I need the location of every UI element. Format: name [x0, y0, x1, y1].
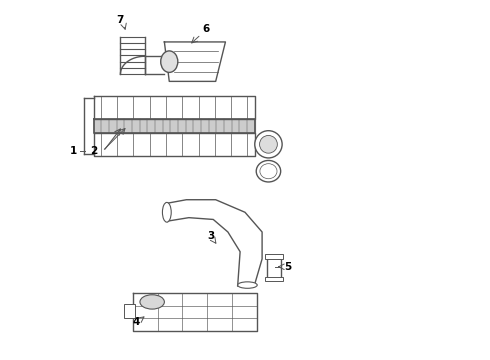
Text: 3: 3: [207, 231, 215, 240]
Text: 7: 7: [117, 15, 124, 26]
Text: 4: 4: [133, 318, 140, 327]
Text: 2: 2: [90, 146, 97, 156]
Bar: [265, 254, 283, 258]
Text: 1: 1: [70, 146, 76, 156]
Ellipse shape: [255, 131, 282, 158]
Bar: [267, 257, 281, 279]
Bar: [265, 277, 283, 282]
Bar: [124, 304, 135, 318]
Ellipse shape: [238, 282, 257, 288]
Text: 6: 6: [202, 24, 210, 35]
Ellipse shape: [161, 51, 178, 72]
Ellipse shape: [260, 135, 277, 153]
Polygon shape: [133, 293, 257, 330]
Ellipse shape: [260, 164, 277, 179]
Polygon shape: [121, 56, 145, 74]
Ellipse shape: [256, 161, 281, 182]
Polygon shape: [94, 133, 255, 156]
Polygon shape: [164, 42, 225, 81]
Ellipse shape: [162, 202, 171, 222]
Polygon shape: [94, 96, 255, 119]
Polygon shape: [94, 119, 255, 133]
Ellipse shape: [140, 295, 164, 309]
Polygon shape: [167, 200, 262, 286]
Text: 5: 5: [284, 262, 292, 272]
